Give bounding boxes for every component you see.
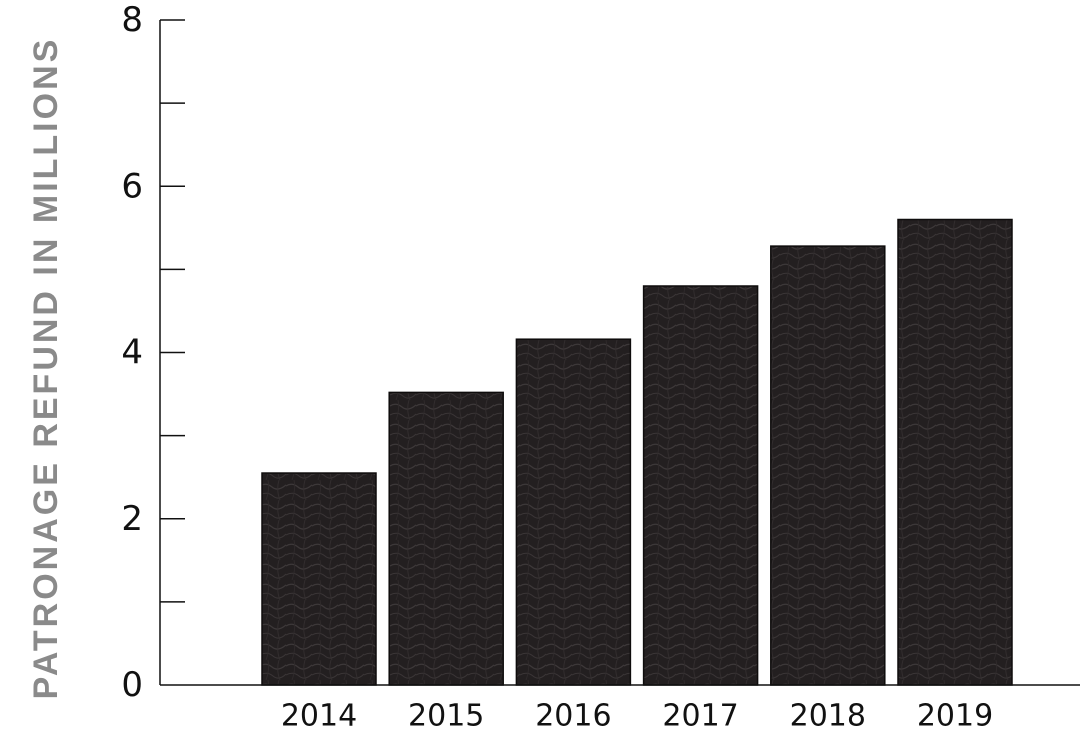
bars-group xyxy=(261,218,1013,686)
bar-2019 xyxy=(897,218,1013,686)
bar-2014 xyxy=(261,472,377,686)
x-tick-label-2015: 2015 xyxy=(408,699,484,730)
bar-2016 xyxy=(515,338,632,686)
x-tick-label-2017: 2017 xyxy=(662,699,738,730)
labels-group: 0 2 4 6 8 2014 2015 2016 2017 2018 2019 xyxy=(121,0,993,730)
y-tick-label-6: 6 xyxy=(121,166,143,206)
x-tick-label-2016: 2016 xyxy=(535,699,611,730)
x-tick-label-2018: 2018 xyxy=(790,699,866,730)
x-tick-label-2014: 2014 xyxy=(281,699,357,730)
bar-2018 xyxy=(770,245,886,686)
y-tick-label-8: 8 xyxy=(121,0,143,40)
y-tick-label-4: 4 xyxy=(121,333,143,373)
y-axis-title: PATRONAGE REFUND IN MILLIONS xyxy=(27,37,65,700)
bar-2017 xyxy=(642,285,759,686)
y-tick-label-0: 0 xyxy=(121,665,143,705)
axes-group xyxy=(159,19,1080,686)
y-tick-label-2: 2 xyxy=(121,499,143,539)
x-tick-label-2019: 2019 xyxy=(917,699,993,730)
bar-2015 xyxy=(388,391,504,686)
